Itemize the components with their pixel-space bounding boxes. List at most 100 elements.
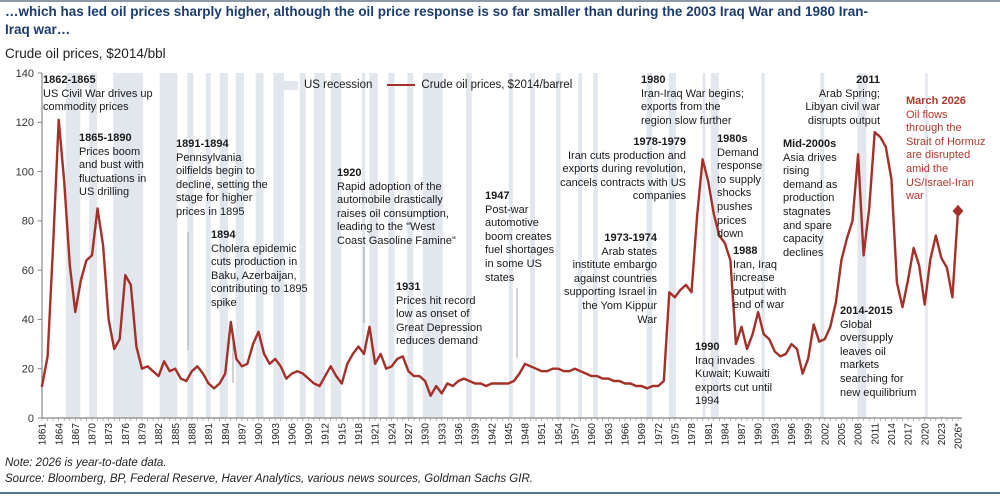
x-tick-label: 1897 [238, 423, 249, 446]
x-tick-label: 2026* [954, 423, 965, 449]
x-tick-label: 2020 [920, 423, 931, 446]
recession-band [369, 73, 378, 418]
x-tick-label: 1894 [221, 423, 232, 446]
x-tick-label: 1906 [287, 423, 298, 446]
recession-band [466, 73, 472, 418]
y-tick-label: 80 [22, 216, 34, 228]
recession-band [235, 73, 244, 418]
x-tick-label: 1873 [104, 423, 115, 446]
recession-swatch [276, 80, 298, 90]
recession-band [593, 73, 598, 418]
x-tick-label: 1996 [787, 423, 798, 446]
legend-price-line-label: Crude oil prices, $2014/barrel [421, 79, 573, 91]
x-tick-label: 1999 [804, 423, 815, 446]
chart-legend: US recession Crude oil prices, $2014/bar… [276, 79, 572, 91]
x-tick-label: 1957 [571, 423, 582, 446]
page-title-line1: …which has led oil prices sharply higher… [5, 4, 868, 19]
recession-band [65, 73, 81, 418]
recession-band [273, 73, 284, 418]
recession-band [187, 73, 194, 418]
x-tick-label: 1861 [38, 423, 49, 446]
x-tick-label: 1993 [770, 423, 781, 446]
recession-band [388, 73, 395, 418]
x-tick-label: 1933 [437, 423, 448, 446]
recession-band [508, 73, 513, 418]
x-tick-label: 1900 [254, 423, 265, 446]
y-tick-label: 120 [16, 117, 34, 129]
x-tick-label: 2008 [854, 423, 865, 446]
y-tick-label: 100 [16, 166, 34, 178]
x-tick-label: 1870 [88, 423, 99, 446]
x-tick-label: 1924 [387, 423, 398, 446]
x-tick-label: 1909 [304, 423, 315, 446]
recession-band [668, 73, 676, 418]
x-tick-label: 1885 [171, 423, 182, 446]
x-tick-label: 1987 [737, 423, 748, 446]
recession-band [422, 73, 443, 418]
page-title-line2: Iraq war… [5, 22, 71, 37]
x-tick-label: 1888 [188, 423, 199, 446]
recession-band [556, 73, 561, 418]
legend-item-recession: US recession [276, 79, 372, 91]
recession-band [330, 73, 342, 418]
x-tick-label: 1864 [54, 423, 65, 446]
recession-band [761, 73, 765, 418]
y-tick-label: 0 [28, 413, 34, 425]
x-tick-label: 1969 [637, 423, 648, 446]
source-line: Source: Bloomberg, BP, Federal Reserve, … [5, 473, 533, 485]
recession-band [255, 73, 264, 418]
x-tick-label: 1876 [121, 423, 132, 446]
footnote: Note: 2026 is year-to-date data. [5, 457, 167, 469]
x-tick-label: 1939 [471, 423, 482, 446]
x-tick-label: 1978 [687, 423, 698, 446]
x-tick-label: 2002 [820, 423, 831, 446]
y-tick-label: 20 [22, 364, 34, 376]
top-divider [0, 0, 1000, 2]
x-tick-label: 2005 [837, 423, 848, 446]
chart-subtitle: Crude oil prices, $2014/bbl [5, 46, 166, 61]
x-tick-label: 2023 [937, 423, 948, 446]
x-tick-label: 1972 [654, 423, 665, 446]
x-tick-label: 1945 [504, 423, 515, 446]
x-tick-label: 1942 [487, 423, 498, 446]
recession-band [113, 73, 144, 418]
x-tick-label: 1975 [671, 423, 682, 446]
recession-band [820, 73, 825, 418]
x-tick-label: 1918 [354, 423, 365, 446]
recession-band [361, 73, 366, 418]
x-tick-label: 1990 [754, 423, 765, 446]
recession-band [314, 73, 326, 418]
x-tick-label: 1903 [271, 423, 282, 446]
x-tick-label: 1882 [154, 423, 165, 446]
price-line-swatch [387, 84, 416, 86]
recession-band [711, 73, 719, 418]
recession-band [702, 73, 706, 418]
x-tick-label: 1954 [554, 423, 565, 446]
x-tick-label: 1879 [138, 423, 149, 446]
x-tick-label: 1891 [204, 423, 215, 446]
x-tick-label: 1915 [337, 423, 348, 446]
x-tick-label: 2017 [904, 423, 915, 446]
x-tick-label: 1963 [604, 423, 615, 446]
x-tick-label: 1867 [71, 423, 82, 446]
x-tick-label: 1912 [321, 423, 332, 446]
bottom-divider [0, 492, 1000, 494]
recession-band [219, 73, 228, 418]
recession-band [407, 73, 414, 418]
x-tick-label: 2014 [887, 423, 898, 446]
price-line [40, 118, 960, 397]
x-tick-label: 1927 [404, 423, 415, 446]
y-tick-label: 140 [16, 68, 34, 80]
y-tick-label: 40 [22, 314, 34, 326]
y-tick-label: 60 [22, 265, 34, 277]
recession-band [159, 73, 178, 418]
x-tick-label: 2011 [870, 423, 881, 445]
recession-band [925, 73, 928, 418]
recession-band [205, 73, 211, 418]
x-tick-label: 1981 [704, 423, 715, 446]
x-tick-label: 1966 [621, 423, 632, 446]
legend-item-price-line: Crude oil prices, $2014/barrel [387, 79, 572, 91]
x-tick-label: 1984 [720, 423, 731, 446]
